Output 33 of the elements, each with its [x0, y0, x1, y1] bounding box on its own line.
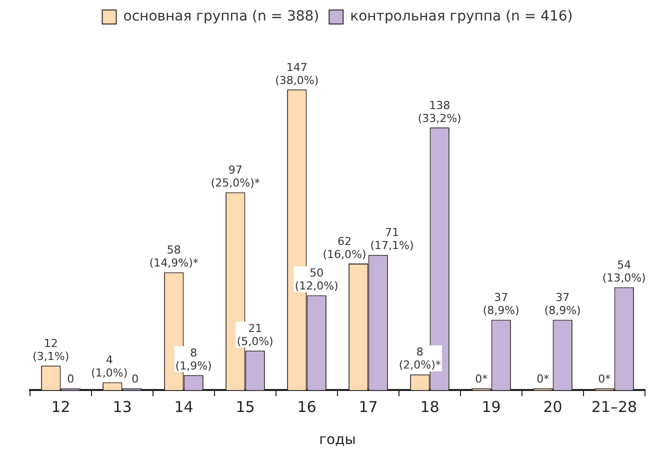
- x-tick-label: 20: [543, 398, 562, 416]
- x-tick-label: 16: [297, 398, 316, 416]
- legend-label: контрольная группа (n = 416): [350, 8, 573, 25]
- data-label: 12 (3,1%): [32, 337, 70, 364]
- x-tick-label: 17: [358, 398, 378, 416]
- data-label: 147 (38,0%): [275, 60, 319, 87]
- x-tick-label: 15: [236, 398, 255, 416]
- data-label: 37 (8,9%): [544, 291, 581, 318]
- x-tick-label: 21–28: [591, 398, 638, 416]
- x-tick-label: 18: [420, 398, 440, 416]
- data-label: 138 (33,2%): [418, 98, 462, 125]
- data-label: 4 (1,0%): [91, 354, 128, 380]
- data-label: 0: [67, 372, 74, 386]
- x-tick-label: 19: [482, 398, 501, 416]
- data-label: 8 (2,0%)*: [398, 346, 442, 372]
- data-label: 21 (5,0%): [236, 322, 274, 348]
- data-label: 0*: [536, 372, 550, 386]
- legend-label: основная группа (n = 388): [123, 8, 320, 25]
- data-label: 58 (14,9%)*: [149, 244, 199, 270]
- x-tick-label: 13: [112, 398, 132, 416]
- data-label: 37 (8,9%): [482, 291, 520, 318]
- data-label: 97 (25,0%)*: [210, 164, 260, 190]
- data-label: 0*: [598, 372, 612, 386]
- data-label: 50 (12,0%): [294, 266, 338, 293]
- data-label: 54 (13,0%): [602, 258, 646, 285]
- x-axis-title: годы: [319, 432, 356, 448]
- data-label: 0: [132, 372, 139, 386]
- data-label: 62 (16,0%): [322, 234, 366, 261]
- data-label: 8 (1,9%): [175, 346, 212, 373]
- x-tick-label: 14: [174, 398, 194, 416]
- data-label: 0*: [475, 372, 488, 386]
- data-label: 71 (17,1%): [370, 226, 414, 252]
- x-tick-label: 12: [51, 398, 70, 416]
